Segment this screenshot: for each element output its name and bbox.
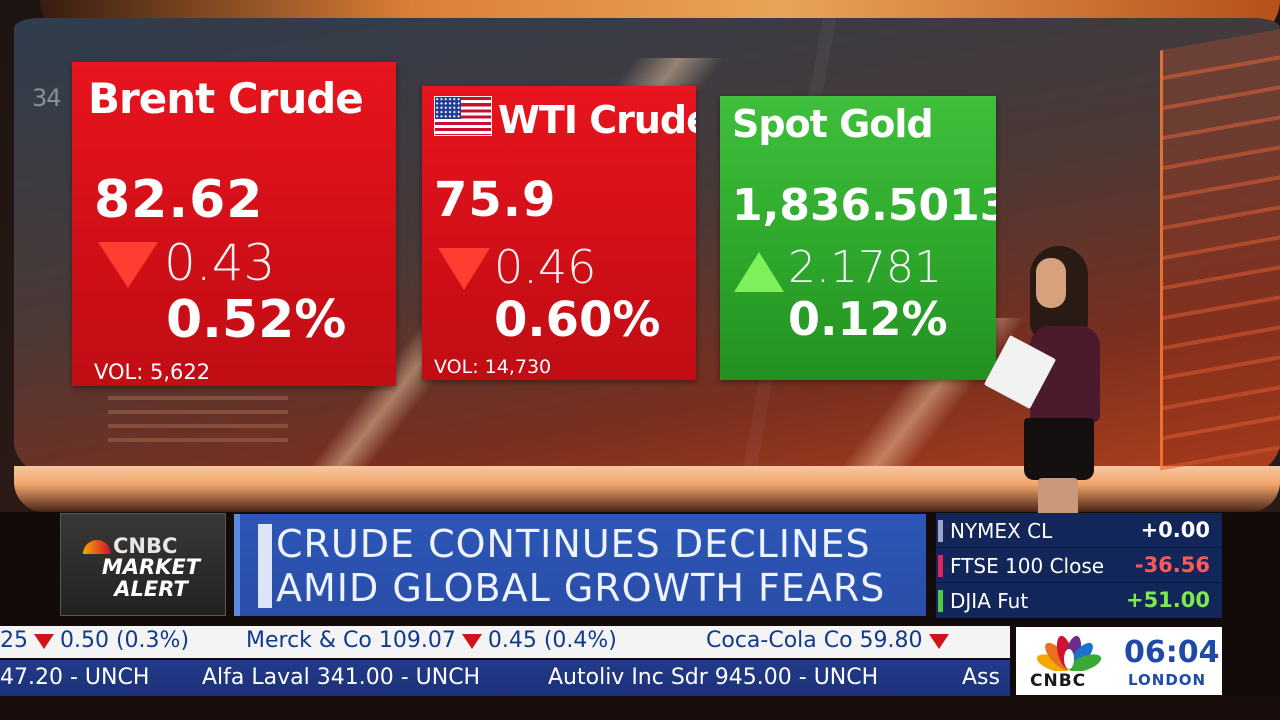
down-arrow-icon bbox=[461, 633, 482, 649]
index-row-nymex: NYMEX CL +0.00 bbox=[936, 514, 1222, 548]
index-value: -36.56 bbox=[1134, 553, 1210, 577]
index-value: +0.00 bbox=[1140, 518, 1210, 542]
card-volume: VOL: 14,730 bbox=[434, 356, 552, 378]
down-arrow-icon bbox=[98, 242, 158, 288]
alert-brand-text: CNBC bbox=[113, 534, 178, 558]
quote-card-brent-crude: Brent Crude 82.62 0.43 0.52% VOL: 5,622 bbox=[72, 62, 396, 386]
headline-banner: CRUDE CONTINUES DECLINES AMID GLOBAL GRO… bbox=[234, 514, 926, 616]
ticker-item: Merck & Co 109.07 0.45 (0.4%) bbox=[246, 628, 617, 653]
index-marker bbox=[938, 590, 943, 612]
card-change: 0.43 bbox=[164, 234, 276, 292]
index-label: FTSE 100 Close bbox=[950, 554, 1105, 578]
headline-line-1: CRUDE CONTINUES DECLINES bbox=[276, 522, 871, 566]
peacock-logo-icon bbox=[83, 540, 111, 554]
alert-label: MARKET ALERT bbox=[81, 556, 221, 600]
card-percent: 0.12% bbox=[788, 292, 948, 346]
card-price: 1,836.5013 bbox=[732, 180, 996, 231]
index-row-ftse: FTSE 100 Close -36.56 bbox=[936, 549, 1222, 583]
wall-number: 34 bbox=[32, 84, 62, 112]
index-marker bbox=[938, 520, 943, 542]
peacock-body bbox=[1064, 649, 1074, 669]
ticker-text: 0.50 (0.3%) bbox=[60, 628, 190, 653]
ticker-item: Autoliv Inc Sdr 945.00 - UNCH bbox=[548, 665, 879, 690]
ticker-item: Ass bbox=[962, 665, 1000, 690]
index-label: NYMEX CL bbox=[950, 519, 1053, 543]
stock-ticker-bottom: 47.20 - UNCH Alfa Laval 341.00 - UNCH Au… bbox=[0, 660, 1010, 696]
index-row-djia: DJIA Fut +51.00 bbox=[936, 584, 1222, 618]
card-title: Brent Crude bbox=[88, 74, 364, 123]
ticker-text: 0.45 (0.4%) bbox=[487, 628, 617, 653]
alert-brand: CNBC bbox=[83, 534, 255, 558]
ticker-item: 47.20 - UNCH bbox=[0, 665, 150, 690]
alert-line-2: ALERT bbox=[114, 577, 188, 601]
index-marker bbox=[938, 555, 943, 577]
card-change: 0.46 bbox=[494, 240, 597, 294]
market-alert-badge: CNBC MARKET ALERT bbox=[60, 513, 226, 616]
presenter bbox=[983, 240, 1120, 520]
quote-card-wti-crude: WTI Crude 75.9 0.46 0.60% VOL: 14,730 bbox=[422, 86, 696, 380]
card-title: WTI Crude bbox=[498, 98, 696, 142]
ticker-text: Coca-Cola Co 59.80 bbox=[706, 628, 923, 653]
card-percent: 0.60% bbox=[494, 292, 661, 348]
us-flag-icon bbox=[434, 96, 492, 136]
clock-city: LONDON bbox=[1128, 671, 1207, 689]
card-price: 75.9 bbox=[434, 172, 557, 228]
clock-time: 06:04 bbox=[1124, 635, 1220, 670]
quote-card-spot-gold: Spot Gold 1,836.5013 2.1781 0.12% bbox=[720, 96, 996, 380]
index-label: DJIA Fut bbox=[950, 589, 1029, 613]
ticker-text: Merck & Co 109.07 bbox=[246, 628, 456, 653]
cnbc-peacock-logo-icon bbox=[1036, 635, 1102, 671]
presenter-legs bbox=[1038, 478, 1078, 518]
presenter-skirt bbox=[1024, 418, 1094, 480]
presenter-face bbox=[1036, 258, 1066, 308]
clock-brand: CNBC bbox=[1030, 671, 1087, 691]
card-volume: VOL: 5,622 bbox=[94, 360, 211, 384]
down-arrow-icon bbox=[438, 248, 490, 290]
indices-panel: NYMEX CL +0.00 FTSE 100 Close -36.56 DJI… bbox=[936, 513, 1222, 618]
wall-graphic-lines bbox=[108, 396, 288, 446]
card-percent: 0.52% bbox=[166, 290, 347, 350]
ticker-item: 25 0.50 (0.3%) bbox=[0, 628, 189, 653]
ticker-item: Coca-Cola Co 59.80 bbox=[706, 628, 955, 653]
alert-line-1: MARKET bbox=[101, 555, 201, 579]
card-title: Spot Gold bbox=[732, 102, 934, 146]
peacock-feather bbox=[1068, 654, 1102, 671]
down-arrow-icon bbox=[34, 633, 54, 649]
screen-bottom-edge bbox=[0, 696, 1280, 720]
card-change: 2.1781 bbox=[788, 242, 942, 293]
network-clock: CNBC 06:04 LONDON bbox=[1016, 627, 1222, 695]
ticker-text: 25 bbox=[0, 628, 28, 653]
card-price: 82.62 bbox=[94, 170, 264, 230]
up-arrow-icon bbox=[734, 252, 784, 292]
down-arrow-icon bbox=[928, 633, 949, 649]
headline-accent-bar bbox=[258, 524, 272, 608]
headline-line-2: AMID GLOBAL GROWTH FEARS bbox=[276, 566, 886, 610]
ticker-item: Alfa Laval 341.00 - UNCH bbox=[202, 665, 481, 690]
wall-graphic-decoration bbox=[1160, 29, 1280, 471]
stock-ticker-top: 25 0.50 (0.3%) Merck & Co 109.07 0.45 (0.4… bbox=[0, 626, 1010, 658]
index-value: +51.00 bbox=[1125, 588, 1210, 612]
flag-canton bbox=[435, 97, 461, 119]
